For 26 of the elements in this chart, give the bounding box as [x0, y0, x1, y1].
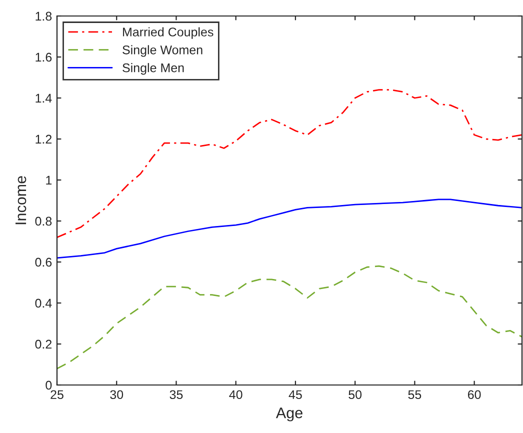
x-tick-label: 50 [348, 390, 362, 400]
legend-label: Single Women [122, 45, 202, 57]
line-series [57, 89, 522, 238]
y-tick-label: 1 [46, 176, 52, 185]
x-tick-label: 40 [229, 390, 242, 400]
x-tick-label: 25 [50, 390, 64, 400]
y-tick-label: 0 [46, 380, 52, 390]
x-tick-label: 30 [110, 390, 124, 400]
y-tick-label: 0.2 [35, 340, 52, 349]
x-tick-label: 45 [288, 390, 302, 400]
x-tick-label: 55 [408, 390, 422, 400]
y-tick-label: 1.4 [36, 94, 52, 103]
y-tick-label: 1.6 [36, 52, 52, 62]
y-tick-label: 1.2 [36, 134, 52, 144]
line-series [57, 265, 522, 370]
y-tick-label: 0.8 [35, 216, 52, 226]
legend-label: Single Men [122, 63, 184, 75]
x-axis-title: Age [276, 408, 302, 422]
x-tick-label: 60 [468, 390, 481, 400]
y-axis-title: Income [16, 176, 26, 224]
legend-label: Married Couples [123, 27, 214, 39]
line-series [57, 198, 522, 259]
y-tick-label: 0.6 [35, 258, 52, 267]
y-tick-label: 1.8 [36, 12, 52, 21]
y-tick-label: 0.4 [35, 298, 52, 308]
x-tick-label: 35 [170, 390, 183, 400]
